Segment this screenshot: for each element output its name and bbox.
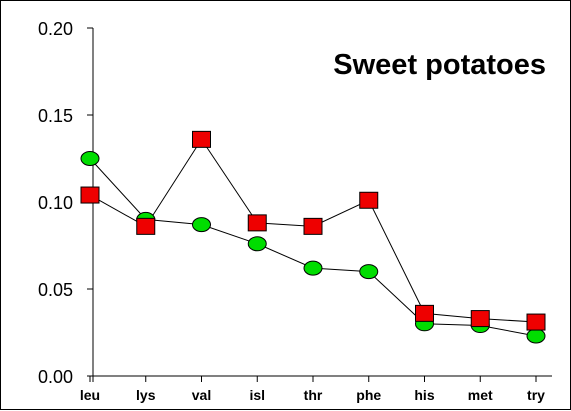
series-0-point-leu — [80, 151, 100, 166]
series-1-point-phe — [359, 191, 379, 209]
x-tick-label-try: try — [527, 387, 545, 403]
x-tick-label-phe: phe — [356, 387, 381, 403]
series-1-point-try — [526, 313, 546, 331]
series-1-point-leu — [80, 186, 100, 204]
series-0-point-thr — [303, 260, 323, 276]
series-0-point-isl — [247, 236, 267, 252]
y-tick-label: 0.20 — [38, 19, 73, 39]
series-1-point-thr — [303, 217, 323, 235]
y-tick-label: 0.00 — [38, 367, 73, 387]
series-0-point-val — [192, 217, 211, 233]
series-0-line — [89, 158, 537, 337]
x-tick-label-isl: isl — [249, 387, 265, 403]
series-1-point-his — [415, 304, 434, 322]
y-tick-label: 0.10 — [38, 193, 73, 213]
chart-title: Sweet potatoes — [333, 49, 546, 81]
x-tick-label-his: his — [414, 387, 434, 403]
x-tick-label-leu: leu — [80, 387, 100, 403]
x-tick-label-thr: thr — [304, 387, 323, 403]
x-tick-label-lys: lys — [136, 387, 156, 403]
series-1-point-isl — [247, 214, 267, 232]
series-1-point-met — [470, 310, 490, 328]
x-tick-label-val: val — [192, 387, 211, 403]
series-1-point-lys — [136, 217, 156, 235]
y-tick-label: 0.05 — [38, 280, 73, 300]
series-0-point-try — [526, 328, 546, 344]
x-tick-label-met: met — [468, 387, 493, 403]
y-tick-label: 0.15 — [38, 106, 73, 126]
series-0-point-phe — [359, 264, 379, 280]
series-1-point-val — [192, 130, 211, 148]
